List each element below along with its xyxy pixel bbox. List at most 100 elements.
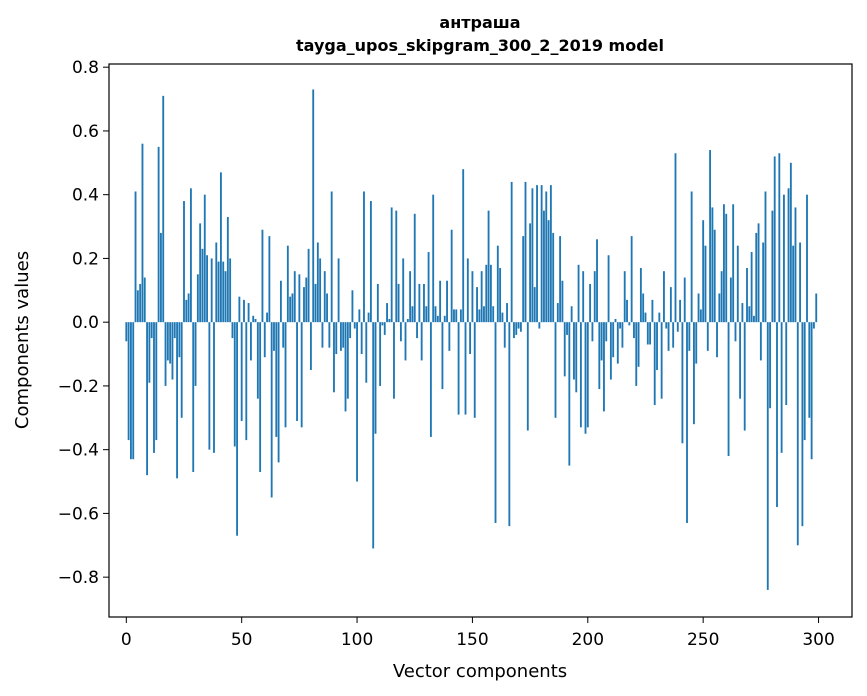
bar-98	[351, 290, 354, 323]
bar-253	[709, 150, 712, 323]
bar-246	[693, 322, 695, 425]
bar-46	[231, 322, 234, 339]
bar-76	[300, 322, 303, 428]
bar-140	[448, 322, 451, 351]
bar-296	[808, 322, 811, 418]
bar-81	[312, 89, 315, 323]
bar-224	[642, 293, 645, 323]
bar-100	[356, 322, 358, 482]
bar-155	[483, 306, 485, 323]
bar-149	[469, 322, 472, 355]
bar-209	[607, 255, 610, 323]
bar-69	[284, 322, 287, 428]
bar-186	[554, 322, 557, 418]
bar-202	[591, 322, 594, 342]
x-tick-label: 50	[231, 630, 253, 650]
bar-270	[748, 306, 751, 323]
bar-258	[720, 271, 723, 323]
bar-84	[319, 258, 322, 323]
bar-259	[723, 204, 725, 323]
bar-251	[704, 245, 707, 323]
bar-189	[561, 280, 564, 323]
y-tick-label: 0.6	[72, 122, 99, 142]
y-tick-label: −0.6	[58, 504, 99, 524]
bar-181	[543, 210, 545, 323]
y-tick-label: 0.8	[72, 58, 99, 78]
bar-4	[134, 191, 137, 323]
bar-0	[125, 322, 128, 342]
bar-297	[810, 322, 813, 460]
bar-22	[176, 322, 178, 479]
bar-11	[150, 322, 153, 339]
bar-27	[187, 293, 190, 323]
bar-139	[446, 280, 448, 323]
bar-165	[506, 303, 508, 323]
bar-85	[321, 322, 324, 348]
bar-141	[450, 229, 453, 323]
bar-65	[275, 322, 278, 437]
bar-121	[404, 322, 407, 361]
bar-136	[439, 280, 442, 323]
bar-34	[203, 194, 206, 323]
bar-33	[201, 248, 204, 323]
bar-238	[674, 153, 677, 323]
x-tick-label: 200	[572, 630, 604, 650]
bar-124	[411, 306, 414, 323]
bar-67	[279, 280, 282, 323]
bar-249	[699, 309, 702, 323]
bar-233	[663, 271, 665, 323]
bar-28	[189, 188, 192, 323]
bar-24	[180, 322, 183, 418]
bar-128	[420, 322, 423, 361]
bar-16	[162, 95, 165, 323]
bar-71	[289, 296, 292, 323]
bar-212	[614, 318, 617, 323]
bar-61	[266, 312, 268, 323]
bar-89	[330, 191, 333, 323]
bar-74	[296, 322, 298, 421]
bar-216	[623, 271, 626, 323]
bar-166	[508, 322, 511, 527]
bar-193	[570, 306, 573, 323]
bar-87	[326, 293, 328, 323]
bar-31	[196, 274, 199, 323]
bar-285	[783, 194, 785, 323]
bar-57	[256, 322, 259, 399]
bar-18	[166, 322, 169, 361]
y-tick-label: 0.0	[72, 313, 99, 333]
bar-280	[771, 210, 774, 323]
bar-43	[224, 271, 227, 323]
bar-172	[522, 236, 525, 323]
bar-133	[432, 194, 435, 323]
bar-68	[282, 322, 285, 348]
bar-137	[441, 322, 444, 390]
bar-291	[796, 322, 799, 546]
bar-20	[171, 322, 174, 380]
bar-72	[291, 293, 294, 323]
bar-191	[566, 322, 568, 335]
bar-206	[600, 322, 603, 361]
bar-117	[395, 210, 398, 323]
bar-223	[639, 267, 642, 323]
bar-282	[776, 322, 778, 508]
bar-66	[277, 322, 280, 463]
bar-106	[369, 201, 372, 323]
bar-38	[213, 322, 215, 453]
bar-185	[552, 232, 555, 323]
bar-198	[582, 271, 585, 323]
bar-88	[328, 322, 331, 348]
bar-144	[457, 322, 460, 415]
bar-242	[683, 277, 686, 323]
bar-51	[243, 299, 245, 323]
bar-168	[513, 322, 515, 339]
bar-129	[423, 283, 425, 323]
bar-176	[531, 188, 534, 323]
bar-247	[695, 322, 698, 364]
bar-182	[545, 191, 548, 323]
bar-93	[339, 322, 342, 351]
bar-236	[669, 287, 672, 323]
bar-122	[406, 318, 409, 323]
bar-196	[577, 264, 580, 323]
bar-162	[499, 267, 502, 323]
bar-161	[496, 245, 499, 323]
